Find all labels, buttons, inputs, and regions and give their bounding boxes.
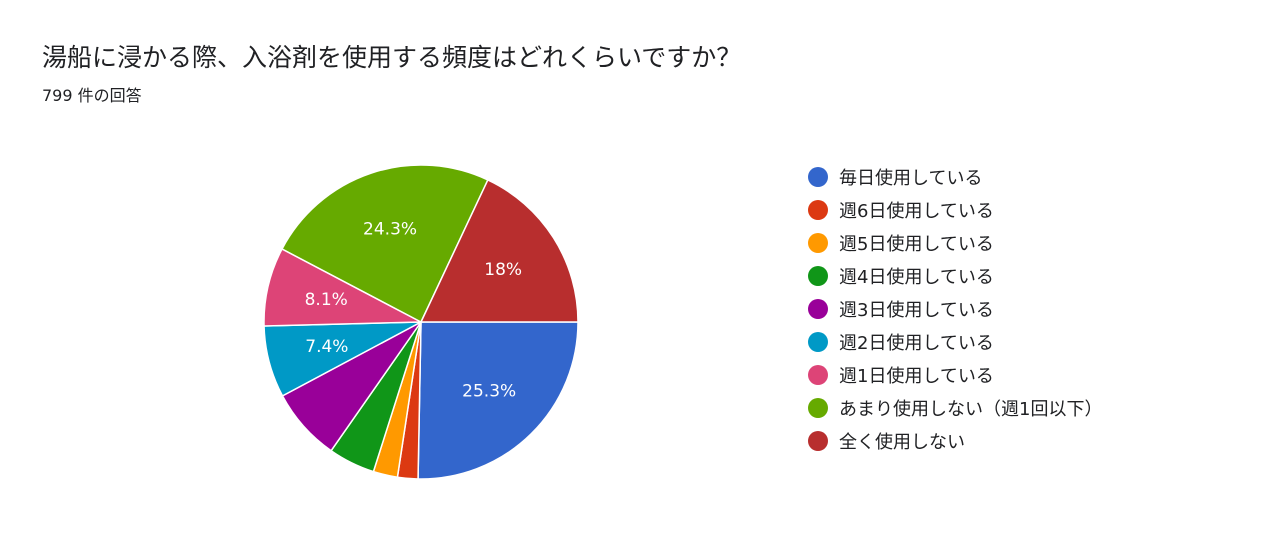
slice-label-8: 24.3% [363,220,417,240]
legend-label: 週4日使用している [839,266,994,288]
legend-label: 毎日使用している [839,167,983,189]
legend-label: 週2日使用している [839,332,994,354]
legend-item-3[interactable]: 週5日使用している [808,226,1102,259]
legend-label: あまり使用しない（週1回以下） [839,398,1103,420]
chart-title: 湯船に浸かる際、入浴剤を使用する頻度はどれくらいですか？ [42,43,742,72]
slice-label-7: 8.1% [305,290,348,310]
legend-label: 全く使用しない [839,431,965,453]
legend-item-2[interactable]: 週6日使用している [808,193,1102,226]
legend-label: 週5日使用している [839,233,994,255]
legend-item-5[interactable]: 週3日使用している [808,292,1102,325]
legend-item-4[interactable]: 週4日使用している [808,259,1102,292]
legend-item-8[interactable]: あまり使用しない（週1回以下） [808,391,1102,424]
chart-legend: 毎日使用している 週6日使用している 週5日使用している 週4日使用している 週3日使用… [808,160,1102,457]
pie-chart: 25.3% 7.4% 8.1% 24.3% 18% [263,164,579,480]
legend-dot-icon [808,331,828,352]
legend-item-6[interactable]: 週2日使用している [808,325,1102,358]
pie-slice-1 [417,321,579,480]
legend-label: 週1日使用している [839,365,994,387]
legend-dot-icon [808,430,828,451]
slice-label-1: 25.3% [462,381,516,401]
legend-item-9[interactable]: 全く使用しない [808,424,1102,457]
pie-slice-8 [281,164,489,324]
legend-dot-icon [808,397,828,418]
pie-slice-9 [419,178,579,323]
legend-dot-icon [808,265,828,286]
legend-dot-icon [808,232,828,253]
legend-item-7[interactable]: 週1日使用している [808,358,1102,391]
legend-dot-icon [808,298,828,319]
legend-dot-icon [808,364,828,385]
slice-label-6: 7.4% [305,337,348,357]
response-count: 799 件の回答 [42,86,142,105]
legend-dot-icon [808,199,828,220]
legend-label: 週6日使用している [839,200,994,222]
legend-item-1[interactable]: 毎日使用している [808,160,1102,193]
legend-dot-icon [808,166,828,187]
legend-label: 週3日使用している [839,299,994,321]
slice-label-9: 18% [484,260,522,280]
